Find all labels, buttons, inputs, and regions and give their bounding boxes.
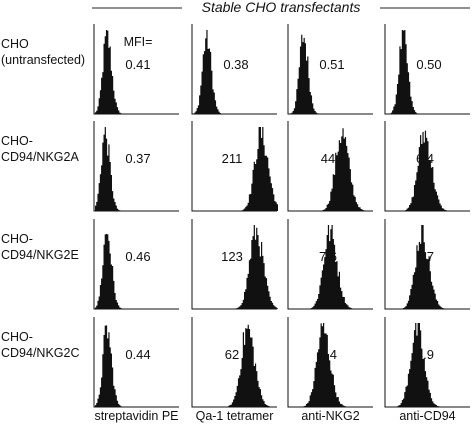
row-label-line: CD94/NKG2A <box>1 150 79 164</box>
histogram-series <box>289 128 374 211</box>
mfi-value-label: 44 <box>321 151 335 166</box>
mfi-value-label: 0.37 <box>125 151 150 166</box>
histogram-series <box>289 323 374 407</box>
histogram-panel-r1-c4: 0.50 <box>384 24 471 115</box>
histogram-panel-r3-c2: 123 <box>191 219 278 310</box>
row-label-line: CHO- <box>1 232 33 246</box>
histogram-panel-r3-c4: 5.7 <box>384 219 471 310</box>
panel-axes <box>93 317 179 408</box>
panel-axes <box>384 24 470 115</box>
histogram-panel-r2-c4: 6.4 <box>384 121 471 212</box>
mfi-value-label: 7.6 <box>319 249 337 264</box>
histogram-series <box>386 225 471 309</box>
row-labels: CHO (untransfected) CHO- CD94/NKG2A CHO- CD94… <box>1 37 85 360</box>
mfi-value-label: 0.38 <box>223 57 248 72</box>
figure-header: Stable CHO transfectants <box>92 0 470 15</box>
column-label-qa-1-tetramer: Qa-1 tetramer <box>196 409 274 423</box>
histogram-series <box>386 130 471 211</box>
mfi-value-label: 3.9 <box>416 347 434 362</box>
histogram-series <box>289 225 374 309</box>
histogram-series <box>289 34 374 114</box>
histogram-panel-r1-c1: 0.41 MFI= <box>93 24 180 115</box>
mfi-value-label: 0.41 <box>125 57 150 72</box>
row-label-line: CD94/NKG2E <box>1 248 79 262</box>
histogram-panel-r1-c3: 0.51 <box>287 24 374 115</box>
column-labels: streptavidin PE Qa-1 tetramer anti-NKG2 ant… <box>94 409 455 423</box>
figure-title: Stable CHO transfectants <box>202 0 361 15</box>
mfi-value-label: 0.50 <box>416 57 441 72</box>
mfi-value-label: 5.7 <box>416 249 434 264</box>
row-label-line: CHO- <box>1 330 33 344</box>
mfi-value-label: 123 <box>221 249 243 264</box>
panel-axes <box>93 24 179 115</box>
histogram-series <box>193 30 278 114</box>
row-label-line: CHO <box>1 37 29 51</box>
histogram-panel-r3-c1: 0.46 <box>93 219 180 310</box>
histogram-series <box>95 234 180 309</box>
column-label-anti-cd94: anti-CD94 <box>399 409 455 423</box>
mfi-value-label: 62 <box>225 347 239 362</box>
mfi-value-label: 6.4 <box>416 151 434 166</box>
panel-axes <box>93 219 179 310</box>
histogram-series <box>95 30 180 114</box>
histogram-panel-r1-c2: 0.38 <box>191 24 278 115</box>
histogram-series <box>193 324 278 407</box>
histogram-panels: 0.41 MFI= 0.38 0.51 0.50 0.37 211 44 6.4 0.46 123 7… <box>93 24 471 408</box>
histogram-series <box>193 127 278 211</box>
mfi-value-label: 0.51 <box>319 57 344 72</box>
histogram-series <box>95 325 180 407</box>
histogram-series <box>386 30 471 114</box>
histogram-panel-r2-c3: 44 <box>287 121 374 212</box>
row-label-line: (untransfected) <box>1 53 85 67</box>
mfi-value-label: 0.44 <box>125 347 150 362</box>
panel-axes <box>191 317 277 408</box>
histogram-panel-r4-c1: 0.44 <box>93 317 180 408</box>
mfi-value-label: 0.46 <box>125 249 150 264</box>
histogram-panel-r2-c1: 0.37 <box>93 121 180 212</box>
histogram-panel-r2-c2: 211 <box>191 121 278 212</box>
histogram-panel-r4-c4: 3.9 <box>384 317 471 408</box>
histogram-series <box>95 127 180 211</box>
column-label-anti-nkg2: anti-NKG2 <box>301 409 359 423</box>
histogram-series <box>386 323 471 407</box>
mfi-value-label: 211 <box>222 151 243 166</box>
histogram-panel-r4-c2: 62 <box>191 317 278 408</box>
panel-axes <box>93 121 179 212</box>
mfi-value-label: 4.4 <box>319 347 337 362</box>
column-label-streptavidin-pe: streptavidin PE <box>94 409 178 423</box>
histogram-panel-r4-c3: 4.4 <box>287 317 374 408</box>
row-label-line: CD94/NKG2C <box>1 346 80 360</box>
panel-axes <box>287 24 373 115</box>
mfi-header-label: MFI= <box>124 35 153 49</box>
histogram-panel-r3-c3: 7.6 <box>287 219 374 310</box>
histogram-series <box>193 225 278 309</box>
panel-axes <box>191 24 277 115</box>
row-label-line: CHO- <box>1 134 33 148</box>
